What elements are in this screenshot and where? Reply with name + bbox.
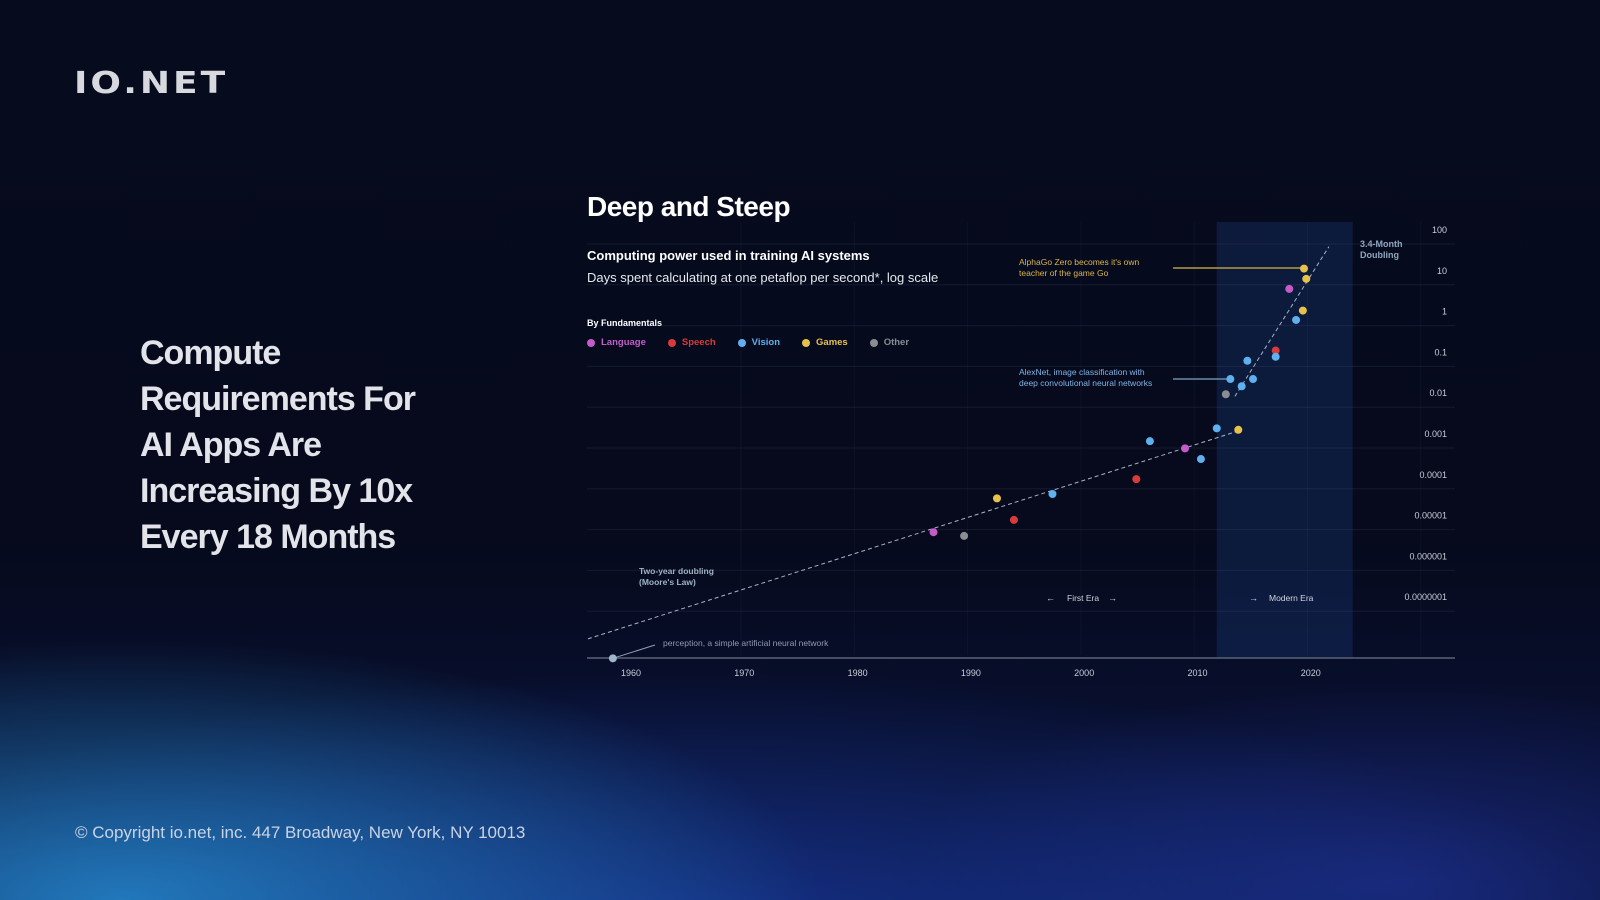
point-other <box>1221 390 1230 399</box>
point-language <box>929 528 938 537</box>
perceptron-leader-line <box>612 644 656 659</box>
point-games <box>1298 306 1307 315</box>
point-language <box>1285 284 1294 293</box>
trend-line-3-4-month <box>1234 246 1330 397</box>
point-vision <box>1048 489 1057 498</box>
alexnet-annotation-2: deep convolutional neural networks <box>1019 378 1152 388</box>
moores-law-label-1: Two-year doubling <box>639 566 714 576</box>
point-perceptron <box>608 654 617 663</box>
point-games <box>992 494 1001 503</box>
legend-label: Language <box>601 337 646 348</box>
legend-title: By Fundamentals <box>587 318 663 328</box>
x-tick-label: 1990 <box>961 668 981 678</box>
legend-item-speech: Speech <box>667 337 716 348</box>
legend-dot <box>869 338 878 347</box>
legend-label: Speech <box>681 337 716 348</box>
legend-item-games: Games <box>802 337 848 348</box>
alphago-annotation-2: teacher of the game Go <box>1019 268 1109 278</box>
legend-label: Vision <box>751 337 781 348</box>
modern-era-arrow-icon: → <box>1249 593 1258 603</box>
alexnet-annotation-1: AlexNet, image classification with <box>1019 367 1145 377</box>
x-tick-label: 2010 <box>1187 668 1207 678</box>
perceptron-annotation: perception, a simple artificial neural n… <box>663 638 829 648</box>
point-language <box>1181 444 1190 453</box>
y-tick-label: 0.1 <box>1434 347 1447 357</box>
y-tick-label: 100 <box>1432 225 1447 235</box>
legend-item-vision: Vision <box>737 337 781 348</box>
headline: Compute Requirements For AI Apps Are Inc… <box>140 334 416 556</box>
y-tick-label: 0.01 <box>1429 388 1447 398</box>
legend-item-language: Language <box>587 337 646 348</box>
legend-dot <box>737 338 746 347</box>
legend-dot <box>587 338 595 347</box>
y-tick-label: 0.00001 <box>1414 511 1447 521</box>
y-tick-label: 0.000001 <box>1409 551 1447 561</box>
point-games <box>1234 425 1243 434</box>
legend-dot <box>667 338 676 347</box>
legend-label: Other <box>883 337 910 348</box>
moores-law-label-2: (Moore's Law) <box>639 577 696 587</box>
point-vision <box>1212 424 1221 433</box>
trend-line-moores-law <box>587 430 1238 640</box>
copyright-footer: © Copyright io.net, inc. 447 Broadway, N… <box>75 823 526 842</box>
point-vision <box>1249 375 1258 384</box>
x-tick-label: 2020 <box>1301 668 1321 678</box>
legend-dot <box>802 338 811 347</box>
point-games <box>1300 264 1309 273</box>
point-games <box>1302 274 1311 283</box>
io-net-logo: IO.NET <box>74 66 229 101</box>
doubling-label-1: 3.4-Month <box>1360 239 1403 249</box>
point-vision <box>1196 455 1205 464</box>
alphago-annotation-1: AlphaGo Zero becomes it's own <box>1019 257 1139 267</box>
point-speech <box>1271 346 1280 355</box>
first-era-label: First Era <box>1067 593 1099 603</box>
x-tick-label: 1970 <box>734 668 754 678</box>
legend-item-other: Other <box>869 337 910 348</box>
point-speech <box>1009 515 1018 524</box>
legend-label: Games <box>816 337 848 348</box>
point-vision <box>1226 375 1235 384</box>
point-speech <box>1132 475 1141 484</box>
y-tick-label: 0.001 <box>1424 429 1447 439</box>
first-era-right-arrow-icon: → <box>1108 593 1117 603</box>
point-vision <box>1271 352 1280 361</box>
chart-description: Days spent calculating at one petaflop p… <box>587 270 939 285</box>
point-vision <box>1292 315 1301 324</box>
point-vision <box>1243 356 1252 365</box>
doubling-label-2: Doubling <box>1360 250 1399 260</box>
modern-era-label: Modern Era <box>1269 593 1314 603</box>
modern-era-band <box>1216 222 1353 658</box>
point-other <box>960 531 969 540</box>
y-tick-label: 0.0001 <box>1419 470 1447 480</box>
chart-subtitle: Computing power used in training AI syst… <box>587 248 870 263</box>
y-tick-label: 1 <box>1442 307 1447 317</box>
x-tick-label: 1960 <box>621 668 641 678</box>
y-tick-label: 10 <box>1437 266 1447 276</box>
legend: Language Speech Vision Games Other <box>587 337 909 348</box>
x-tick-label: 1980 <box>848 668 868 678</box>
y-tick-label: 0.0000001 <box>1404 592 1447 602</box>
first-era-left-arrow-icon: ← <box>1046 593 1055 603</box>
point-vision <box>1237 382 1246 391</box>
chart-title: Deep and Steep <box>587 191 791 222</box>
point-vision <box>1145 437 1154 446</box>
x-tick-label: 2000 <box>1074 668 1094 678</box>
